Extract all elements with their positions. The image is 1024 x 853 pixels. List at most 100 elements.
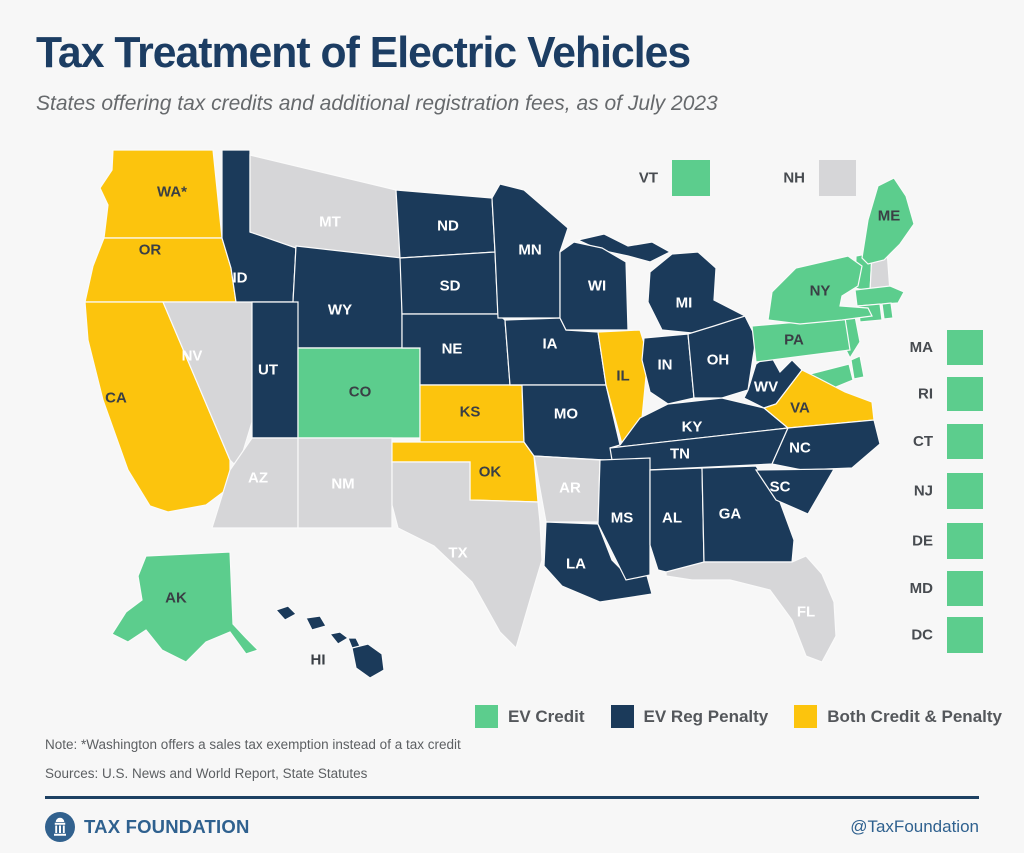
state-label-il: IL [616, 368, 629, 385]
state-label-ia: IA [543, 336, 558, 353]
state-tn [609, 427, 789, 471]
legend-swatch-credit-icon [475, 705, 498, 728]
state-label-mn: MN [518, 242, 541, 259]
footer: TAX FOUNDATION @TaxFoundation [45, 806, 979, 848]
state-square-label-ri: RI [918, 386, 933, 403]
state-label-pa: PA [784, 332, 804, 349]
state-square-label-nj: NJ [914, 483, 933, 500]
state-label-tx: TX [448, 545, 467, 562]
state-label-va: VA [790, 400, 810, 417]
state-ak [111, 551, 260, 663]
state-label-or: OR [139, 242, 162, 259]
legend: EV Credit EV Reg Penalty Both Credit & P… [0, 705, 1002, 728]
state-oh [687, 315, 757, 399]
state-square-ma [947, 330, 983, 365]
state-label-nm: NM [331, 476, 354, 493]
state-label-ut: UT [258, 362, 278, 379]
legend-item-both: Both Credit & Penalty [794, 705, 1002, 728]
state-square-label-ct: CT [913, 433, 933, 450]
state-label-ny: NY [810, 283, 831, 300]
legend-swatch-penalty-icon [610, 705, 634, 728]
state-label-ar: AR [559, 480, 581, 497]
state-wi [559, 241, 629, 331]
footnote: Note: *Washington offers a sales tax exe… [45, 737, 461, 752]
state-label-in: IN [658, 357, 673, 374]
state-label-nv: NV [182, 348, 203, 365]
state-square-label-md: MD [910, 580, 933, 597]
state-label-hi: HI [311, 652, 326, 669]
state-label-ga: GA [719, 506, 742, 523]
state-label-wv: WV [754, 379, 778, 396]
state-label-wy: WY [328, 302, 352, 319]
twitter-handle: @TaxFoundation [850, 817, 979, 836]
state-label-az: AZ [248, 470, 268, 487]
footer-divider [45, 796, 979, 799]
sources: Sources: U.S. News and World Report, Sta… [45, 766, 368, 781]
brand-name: TAX FOUNDATION [84, 816, 250, 837]
state-label-ms: MS [611, 510, 634, 527]
state-label-sd: SD [440, 278, 461, 295]
legend-item-credit: EV Credit [475, 705, 585, 728]
state-square-label-nh: NH [783, 170, 805, 187]
state-label-al: AL [662, 510, 682, 527]
state-square-label-de: DE [912, 533, 933, 550]
state-area-de [850, 355, 865, 380]
state-square-md [947, 571, 983, 606]
state-area-ri [881, 302, 894, 320]
state-label-co: CO [349, 384, 372, 401]
state-sc [754, 468, 836, 515]
legend-item-penalty: EV Reg Penalty [610, 705, 769, 728]
state-label-ca: CA [105, 390, 127, 407]
state-area-ma [854, 285, 905, 307]
state-label-me: ME [878, 208, 901, 225]
legend-label-penalty: EV Reg Penalty [643, 706, 769, 726]
page-title: Tax Treatment of Electric Vehicles [36, 28, 691, 77]
state-hi [274, 605, 385, 679]
state-label-sc: SC [770, 479, 791, 496]
state-square-de [947, 523, 983, 559]
state-label-ne: NE [442, 341, 463, 358]
state-wa [99, 149, 223, 239]
state-label-oh: OH [707, 352, 730, 369]
legend-label-credit: EV Credit [508, 706, 585, 726]
state-nc [771, 419, 881, 471]
state-label-fl: FL [797, 604, 815, 621]
legend-label-both: Both Credit & Penalty [827, 706, 1002, 726]
state-label-ok: OK [479, 464, 502, 481]
state-square-label-dc: DC [911, 627, 933, 644]
state-square-nh [819, 160, 856, 196]
state-label-la: LA [566, 556, 586, 573]
brand: TAX FOUNDATION [45, 812, 250, 842]
state-wy [292, 245, 403, 349]
state-square-nj [947, 473, 983, 509]
state-label-ky: KY [682, 419, 703, 436]
state-fl [665, 555, 837, 663]
state-square-dc [947, 617, 983, 653]
state-me [861, 177, 915, 265]
state-label-nc: NC [789, 440, 811, 457]
state-label-id: ID [233, 270, 248, 287]
state-square-label-ma: MA [910, 339, 933, 356]
state-label-nd: ND [437, 218, 459, 235]
state-label-tn: TN [670, 446, 690, 463]
state-ms [597, 457, 651, 581]
state-square-vt [672, 160, 710, 196]
state-square-label-vt: VT [639, 170, 658, 187]
state-square-ri [947, 377, 983, 411]
header: Tax Treatment of Electric Vehicles State… [36, 28, 718, 116]
state-la [543, 521, 653, 603]
state-nm [297, 437, 393, 529]
state-label-mt: MT [319, 214, 341, 231]
state-az [211, 437, 299, 529]
legend-swatch-both-icon [794, 705, 818, 728]
state-label-ks: KS [460, 404, 481, 421]
state-label-mo: MO [554, 406, 578, 423]
state-label-wa: WA* [157, 184, 187, 201]
state-label-wi: WI [588, 278, 606, 295]
state-label-ak: AK [165, 590, 187, 607]
state-tx [391, 461, 543, 650]
tax-foundation-capitol-icon [45, 812, 75, 842]
state-ny [767, 255, 873, 325]
state-square-ct [947, 424, 983, 459]
